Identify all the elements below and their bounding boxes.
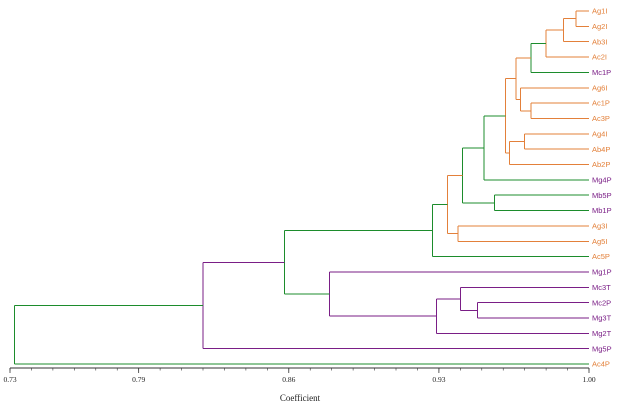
leaf-label: Ag2I [592,22,607,31]
tick-label: 0.79 [132,375,145,384]
leaf-label: Ag5I [592,237,607,246]
leaf-labels: Ag1I Ag2I Ab3I Ac2I Mc1P Ag6I Ac1P Ac3P Ag4I Ab4P… [592,7,612,369]
x-axis-ticks: 0.73 0.79 0.86 0.93 1.00 [3,368,596,384]
leaf-label: Mg1P [592,268,612,277]
leaf-label: Mg3T [592,314,612,323]
tick-label: 0.86 [282,375,295,384]
tick-label: 0.73 [3,375,16,384]
leaf-label: Mc1P [592,68,611,77]
leaf-label: Ag6I [592,83,607,92]
leaf-label: Mb5P [592,191,612,200]
dendrogram-branches [13,10,589,365]
leaf-label: Ag4I [592,129,607,138]
leaf-label: Ac3P [592,114,610,123]
leaf-label: Ag3I [592,222,607,231]
leaf-label: Mb1P [592,206,612,215]
leaf-label: Mc2P [592,298,611,307]
leaf-label: Ac1P [592,99,610,108]
tick-label: 1.00 [582,375,595,384]
leaf-label: Ag1I [592,7,607,16]
leaf-label: Ab3I [592,37,607,46]
leaf-label: Ac4P [592,360,610,369]
leaf-label: Ab4P [592,145,610,154]
leaf-label: Ac2I [592,53,607,62]
leaf-label: Mg2T [592,329,612,338]
leaf-label: Mc3T [592,283,611,292]
leaf-label: Mg4P [592,175,612,184]
leaf-label: Mg5P [592,344,612,353]
tick-label: 0.93 [432,375,445,384]
leaf-label: Ac5P [592,252,610,261]
leaf-label: Ab2P [592,160,610,169]
x-axis-title: Coefficient [280,393,321,403]
x-axis: 0.73 0.79 0.86 0.93 1.00 [3,367,596,384]
